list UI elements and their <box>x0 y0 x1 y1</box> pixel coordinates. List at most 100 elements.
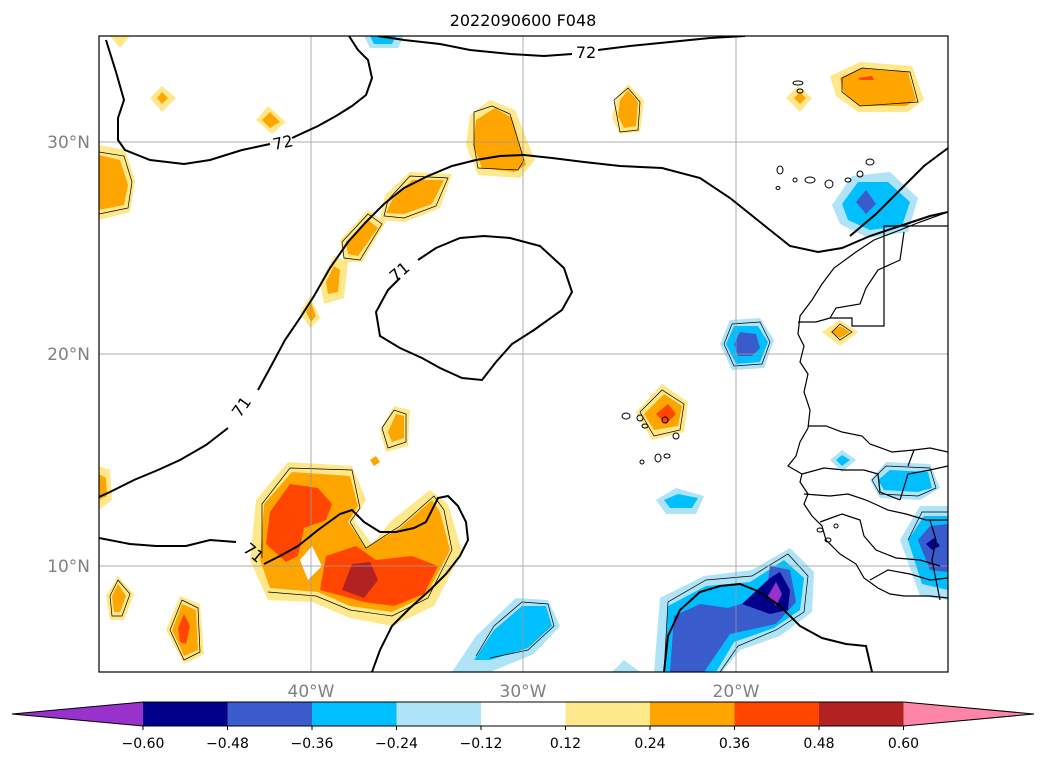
island <box>639 459 645 465</box>
field-spot <box>794 92 806 104</box>
colorbar-ticks: −0.60 −0.48 −0.36 −0.24 −0.12 0.12 0.24 0.36 0.4… <box>122 726 919 752</box>
border-line <box>801 467 901 501</box>
field-streak <box>386 180 444 214</box>
colorbar-segment <box>734 702 820 726</box>
island <box>792 177 798 183</box>
border-line <box>808 425 948 453</box>
colorbar-tick-label: −0.24 <box>375 736 418 752</box>
island <box>824 179 834 189</box>
gridlines <box>99 36 948 672</box>
island <box>621 412 631 420</box>
field-blob-neg <box>474 606 552 660</box>
africa-coastline <box>787 211 948 599</box>
contour-71-loop <box>374 234 574 382</box>
colorbar-tick-label: −0.60 <box>122 736 165 752</box>
island <box>672 432 680 440</box>
island <box>641 423 649 429</box>
field-blob-west <box>99 155 128 210</box>
colorbar-extend-max <box>903 702 1034 726</box>
field-spot-neg <box>612 660 640 672</box>
island <box>816 527 824 533</box>
map-frame <box>98 35 949 673</box>
colorbar-tick-label: 0.24 <box>634 736 665 752</box>
colorbar-segment <box>650 702 735 726</box>
border-line <box>929 519 941 601</box>
lon-label-20w: 20°W <box>713 682 760 702</box>
colorbar-tick-label: 0.60 <box>888 736 919 752</box>
contour-label: 72 <box>576 43 596 62</box>
field-spot <box>858 76 874 80</box>
field-blob-ne <box>840 68 916 106</box>
island <box>796 88 804 94</box>
island <box>824 537 832 543</box>
coastlines <box>787 211 948 601</box>
island <box>792 80 804 86</box>
lon-labels: 40°W 30°W 20°W <box>288 682 760 702</box>
border-line <box>819 513 941 567</box>
plot-title: 2022090600 F048 <box>450 11 597 30</box>
field-spot <box>388 414 404 442</box>
colorbar-segment <box>565 702 651 726</box>
lat-label-10n: 10°N <box>47 557 90 577</box>
island <box>865 158 875 166</box>
field-spot <box>618 90 638 128</box>
field-spot-neg <box>878 470 932 492</box>
colorbar-segments <box>11 701 1035 727</box>
colorbar-segment <box>227 702 313 726</box>
field-blob-canary <box>842 182 910 230</box>
field-blob-east <box>926 538 940 550</box>
colorbar-segment <box>312 702 397 726</box>
field-blob-neg <box>734 332 760 356</box>
field-streak <box>326 266 340 294</box>
contour-71-right <box>849 147 948 237</box>
field-blob-main <box>342 562 378 598</box>
field-spot-neg <box>836 455 850 466</box>
contour-71-main <box>99 153 948 498</box>
lat-label-20n: 20°N <box>47 345 90 365</box>
contour-label: 72 <box>271 131 295 154</box>
island <box>833 523 839 529</box>
shade-edges <box>99 67 948 672</box>
island <box>804 176 816 184</box>
island <box>775 186 781 190</box>
field-spot-neg <box>664 494 698 508</box>
field-streak <box>346 220 378 256</box>
field-spot <box>262 112 280 128</box>
lon-label-30w: 30°W <box>500 682 547 702</box>
colorbar-segment <box>481 702 566 726</box>
colorbar-tick-label: 0.36 <box>719 736 750 752</box>
border-line <box>803 493 948 521</box>
field-spot <box>370 456 380 466</box>
field-blob-south <box>670 566 796 672</box>
colorbar-segment <box>396 702 482 726</box>
lat-labels: 30°N 20°N 10°N <box>47 133 90 577</box>
colorbar-segment <box>819 702 904 726</box>
lon-label-40w: 40°W <box>288 682 335 702</box>
contour-71-south <box>99 494 470 672</box>
field-spot <box>157 92 168 104</box>
colorbar-extend-min <box>12 702 143 726</box>
field-spot <box>656 404 676 424</box>
border-line <box>798 225 948 327</box>
island <box>636 414 644 422</box>
colorbar-tick-label: 0.12 <box>550 736 581 752</box>
colorbar-segment <box>143 702 228 726</box>
contour-72-north <box>105 36 374 166</box>
colorbar-tick-label: −0.36 <box>291 736 334 752</box>
field-spot <box>110 36 130 48</box>
contour-lines <box>99 36 948 672</box>
shaded-fields <box>99 36 948 672</box>
field-spot <box>178 614 190 644</box>
colorbar-tick-label: −0.48 <box>206 736 249 752</box>
island <box>856 170 864 178</box>
islands <box>621 80 875 543</box>
border-line <box>899 465 948 501</box>
field-blob-canary <box>856 190 876 214</box>
border-line <box>829 231 905 319</box>
contour-71-southeast <box>663 582 873 672</box>
lat-label-30n: 30°N <box>47 133 90 153</box>
island <box>663 453 671 459</box>
island <box>654 453 662 463</box>
colorbar: −0.60 −0.48 −0.36 −0.24 −0.12 0.12 0.24 0.36 0.4… <box>11 701 1035 752</box>
